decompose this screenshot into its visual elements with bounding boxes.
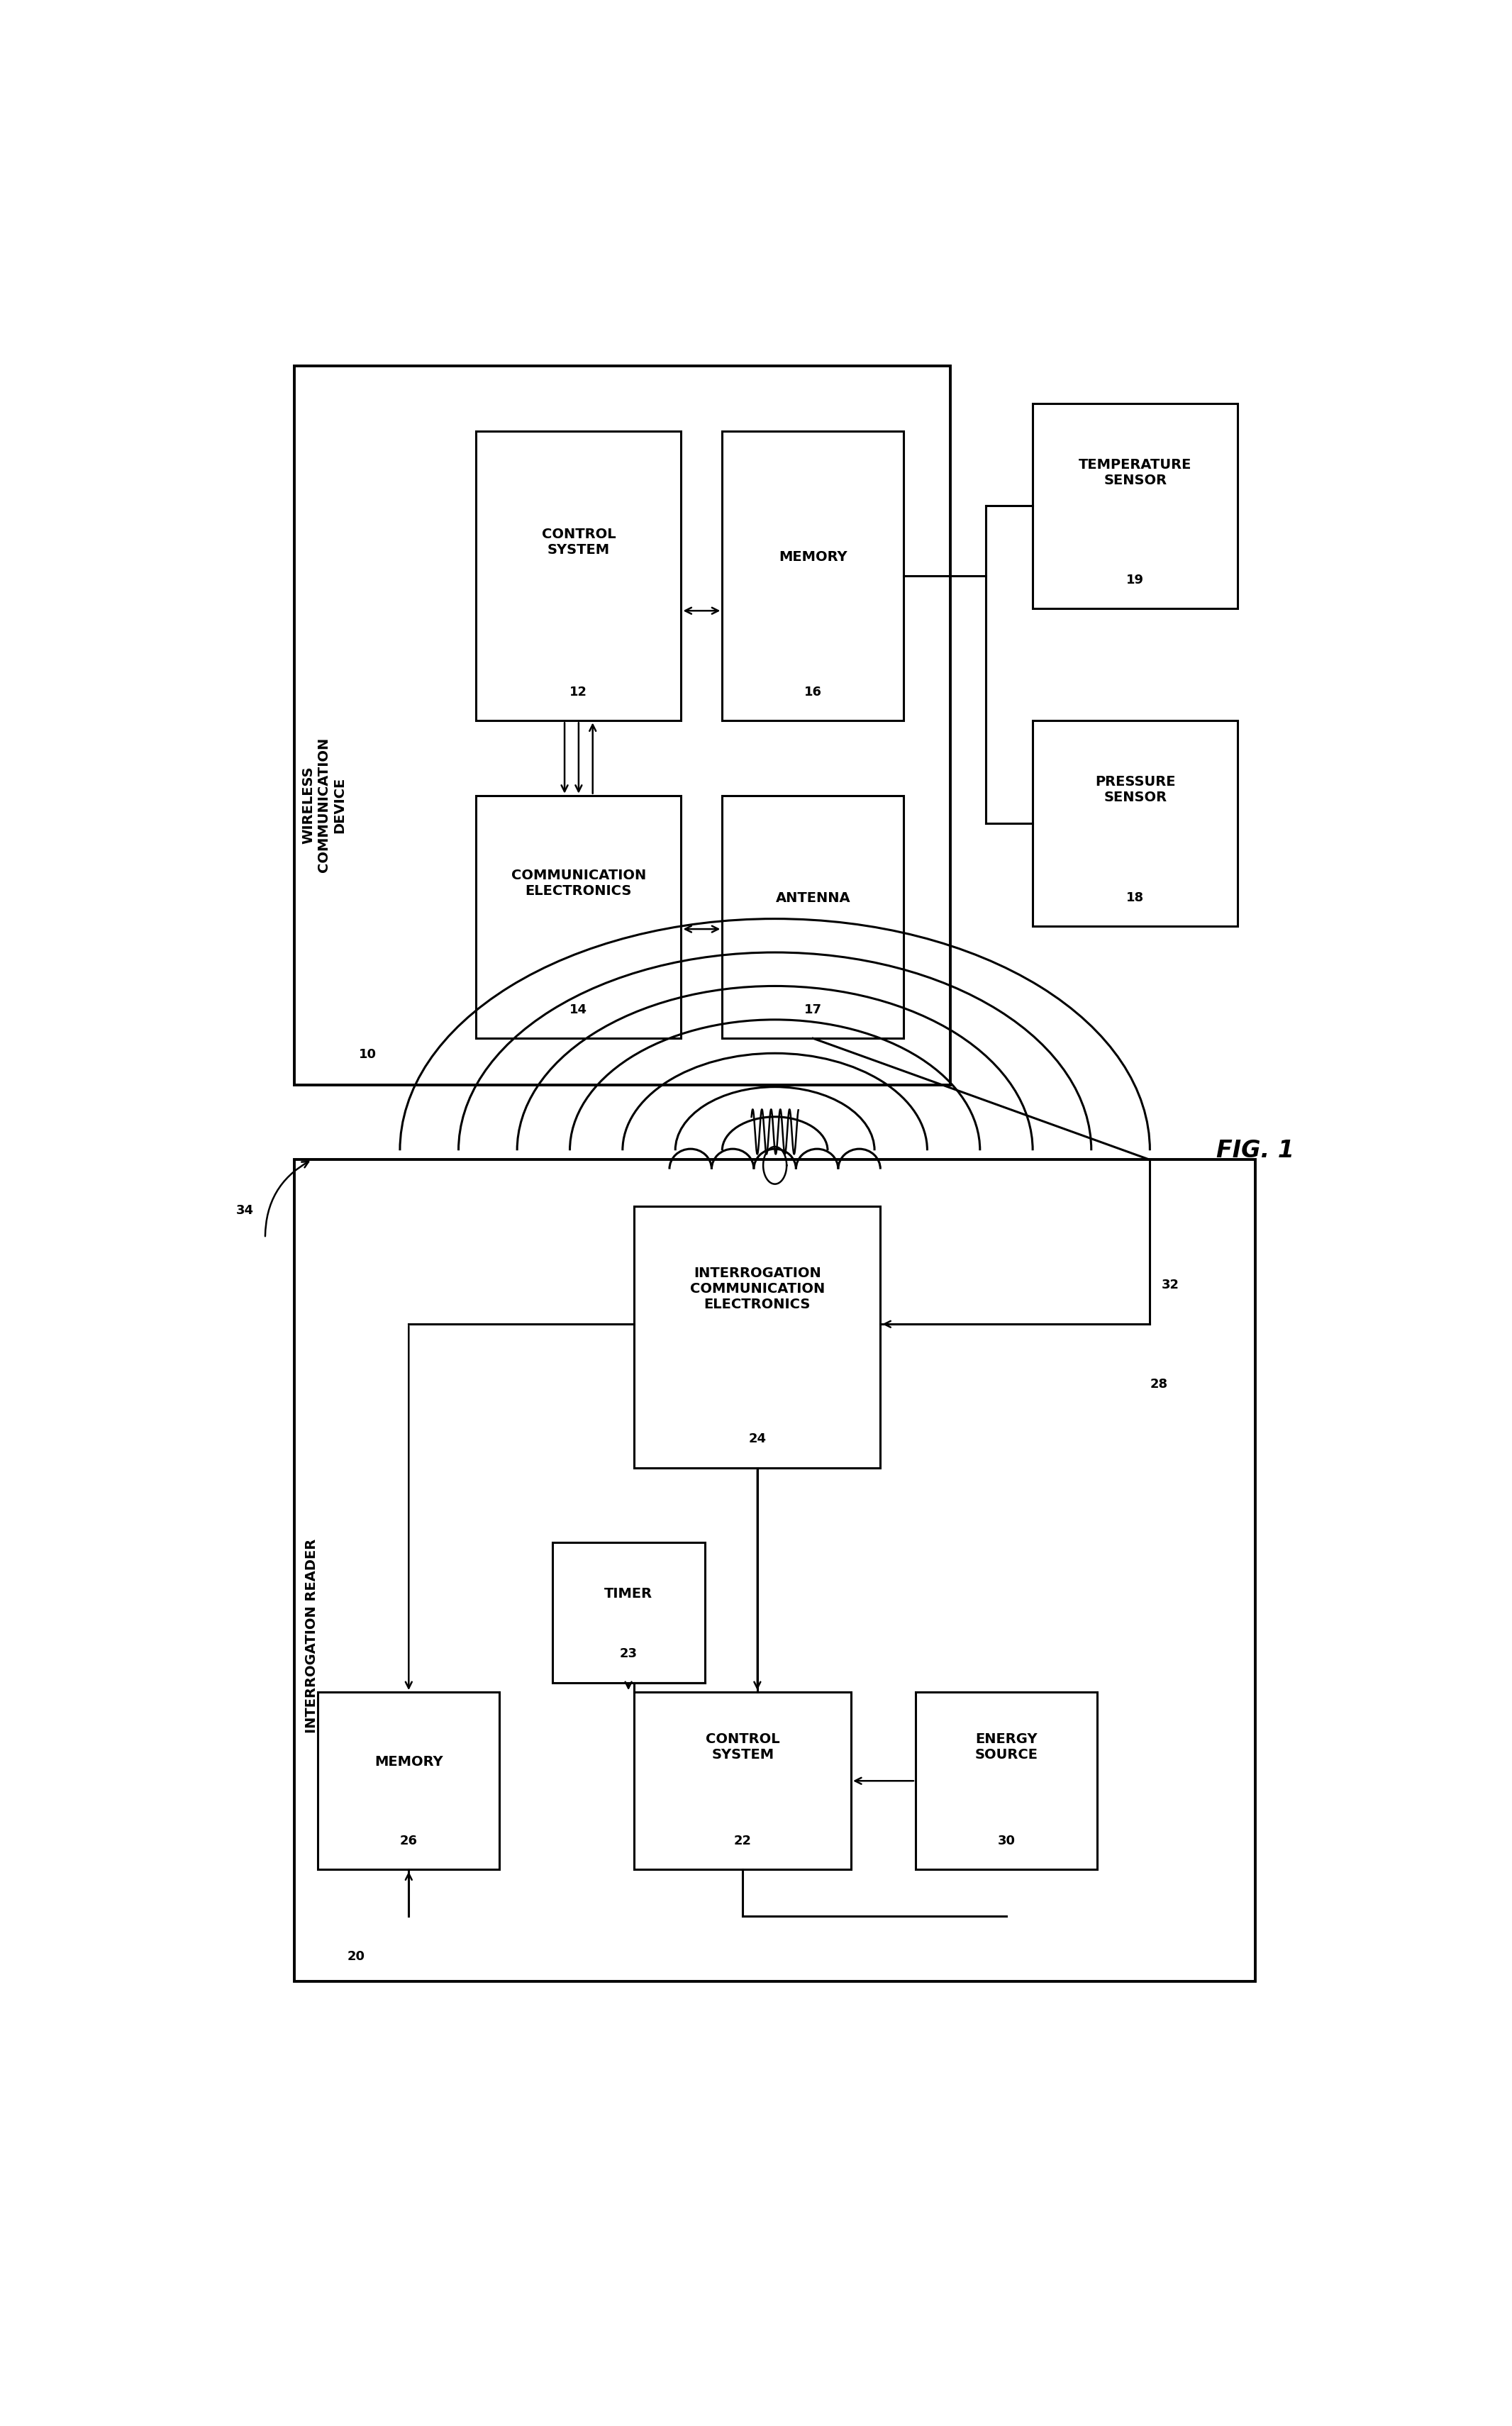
- Text: FIG. 1: FIG. 1: [1216, 1138, 1294, 1162]
- Text: ANTENNA: ANTENNA: [776, 890, 850, 905]
- Bar: [1033, 403, 1238, 609]
- Bar: [295, 366, 951, 1084]
- Text: 22: 22: [733, 1834, 751, 1846]
- Text: CONTROL
SYSTEM: CONTROL SYSTEM: [706, 1732, 780, 1761]
- Bar: [476, 796, 680, 1038]
- Text: CONTROL
SYSTEM: CONTROL SYSTEM: [541, 529, 615, 558]
- Text: 19: 19: [1126, 573, 1145, 587]
- Bar: [915, 1693, 1098, 1870]
- Text: WIRELESS
COMMUNICATION
DEVICE: WIRELESS COMMUNICATION DEVICE: [301, 738, 346, 873]
- Text: 26: 26: [399, 1834, 417, 1846]
- Text: 17: 17: [804, 1002, 823, 1016]
- Text: 28: 28: [1149, 1378, 1167, 1390]
- Text: 30: 30: [998, 1834, 1015, 1846]
- Text: MEMORY: MEMORY: [779, 551, 847, 565]
- Text: PRESSURE
SENSOR: PRESSURE SENSOR: [1095, 776, 1175, 805]
- Text: 14: 14: [570, 1002, 588, 1016]
- Text: ENERGY
SOURCE: ENERGY SOURCE: [975, 1732, 1037, 1761]
- Text: TIMER: TIMER: [605, 1587, 653, 1601]
- Text: 16: 16: [804, 687, 823, 699]
- Text: 23: 23: [620, 1647, 637, 1659]
- Bar: [723, 432, 904, 721]
- Text: 10: 10: [358, 1048, 376, 1060]
- Text: 32: 32: [1161, 1279, 1179, 1291]
- Text: COMMUNICATION
ELECTRONICS: COMMUNICATION ELECTRONICS: [511, 869, 646, 898]
- Bar: [476, 432, 680, 721]
- Bar: [318, 1693, 499, 1870]
- Text: INTERROGATION
COMMUNICATION
ELECTRONICS: INTERROGATION COMMUNICATION ELECTRONICS: [689, 1266, 824, 1310]
- Bar: [295, 1160, 1255, 1982]
- Text: TEMPERATURE
SENSOR: TEMPERATURE SENSOR: [1078, 459, 1191, 488]
- Bar: [552, 1543, 705, 1684]
- Text: 34: 34: [236, 1203, 254, 1215]
- Text: 18: 18: [1126, 890, 1145, 905]
- Text: 12: 12: [570, 687, 588, 699]
- Bar: [635, 1206, 880, 1468]
- Text: 20: 20: [348, 1951, 364, 1963]
- Text: MEMORY: MEMORY: [375, 1756, 443, 1769]
- Text: INTERROGATION READER: INTERROGATION READER: [305, 1538, 319, 1732]
- Bar: [723, 796, 904, 1038]
- Bar: [635, 1693, 851, 1870]
- Text: 24: 24: [748, 1434, 767, 1446]
- Bar: [1033, 721, 1238, 927]
